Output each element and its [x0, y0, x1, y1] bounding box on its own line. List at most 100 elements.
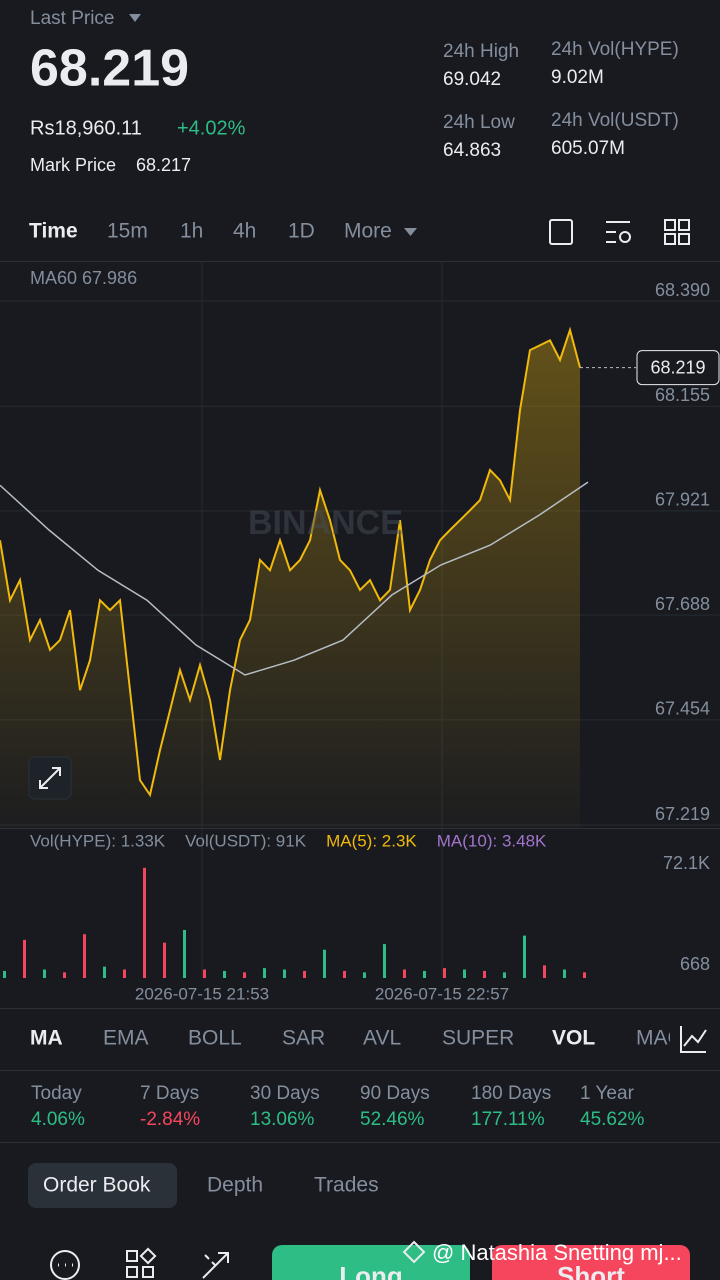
- volume-legend: Vol(USDT): 91K: [185, 831, 307, 850]
- volume-bar: [323, 949, 326, 978]
- period-label: Today: [31, 1083, 82, 1104]
- volume-bar: [103, 966, 106, 978]
- grid-icon-part: [126, 1250, 138, 1262]
- indicator-tab[interactable]: SAR: [282, 1027, 325, 1050]
- y-tick-label: 67.454: [655, 699, 710, 719]
- volume-bar: [143, 867, 146, 978]
- period-value: 52.46%: [360, 1109, 425, 1130]
- short-label: Short: [557, 1261, 625, 1280]
- interval-tab[interactable]: 15m: [107, 220, 148, 243]
- dropdown-icon[interactable]: [129, 14, 141, 22]
- stat-label: 24h Vol(USDT): [551, 110, 679, 131]
- volume-bar: [163, 942, 166, 978]
- period-label: 90 Days: [360, 1083, 430, 1104]
- price-chart: 68.390 68.155 67.921 67.688 67.454 67.219 2026…: [0, 262, 720, 1003]
- volume-bar: [203, 969, 206, 978]
- volume-bar: [563, 969, 566, 978]
- long-button[interactable]: [272, 1245, 470, 1280]
- tool-icon[interactable]: [664, 219, 676, 231]
- short-button[interactable]: [492, 1245, 690, 1280]
- indicator-tab[interactable]: BOLL: [188, 1027, 242, 1050]
- volume-bar: [403, 969, 406, 978]
- tool-icon-part: [619, 231, 631, 243]
- price-line: [0, 326, 581, 798]
- stat-label: 24h High: [443, 41, 519, 62]
- tool-icon[interactable]: [606, 221, 630, 243]
- y-tick-label: 668: [680, 954, 710, 974]
- volume-bar: [483, 970, 486, 978]
- expand-icon: [39, 767, 61, 789]
- bottom-tab[interactable]: Trades: [314, 1174, 379, 1197]
- indicator-tabs: MA EMA BOLL SAR AVL SUPER VOL MACD: [30, 1027, 698, 1050]
- mark-label: Mark Price: [30, 155, 116, 175]
- grid-button[interactable]: [126, 1247, 157, 1278]
- period-label: 1 Year: [580, 1083, 635, 1104]
- interval-tab[interactable]: Time: [29, 220, 78, 243]
- indicator-tab[interactable]: SUPER: [442, 1027, 514, 1050]
- indicator-tab[interactable]: MA: [30, 1027, 63, 1050]
- indicator-settings-icon[interactable]: [680, 1026, 707, 1053]
- period-label: 180 Days: [471, 1083, 551, 1104]
- volume-bar: [43, 969, 46, 978]
- volume-bar: [243, 972, 246, 978]
- divider: [0, 828, 720, 829]
- volume-bar: [283, 969, 286, 978]
- last-price-label[interactable]: Last Price: [30, 8, 114, 29]
- chart-tools: [549, 219, 690, 245]
- indicator-tab[interactable]: AVL: [363, 1027, 401, 1050]
- period-value: 45.62%: [580, 1109, 645, 1130]
- period-value: 4.06%: [31, 1109, 85, 1130]
- y-tick-label: 68.155: [655, 385, 710, 405]
- period-value: 177.11%: [471, 1109, 545, 1130]
- stat-value: 9.02M: [551, 67, 604, 88]
- grid-icon-part: [126, 1266, 138, 1278]
- watermark-logo: [402, 1240, 426, 1264]
- volume-bar: [223, 970, 226, 978]
- volume-bar: [523, 935, 526, 978]
- volume-bar: [23, 939, 26, 978]
- tool-icon[interactable]: [549, 219, 573, 245]
- period-label: 7 Days: [140, 1083, 199, 1104]
- stat-value: 64.863: [443, 140, 501, 161]
- stat-label: 24h Low: [443, 112, 515, 133]
- grid-icon-part: [139, 1247, 157, 1265]
- volume-legend: MA(10): 3.48K: [437, 831, 547, 850]
- trade-icon[interactable]: [202, 1252, 229, 1279]
- interval-tab[interactable]: 1h: [180, 220, 203, 243]
- performance: Today 4.06% 7 Days -2.84% 30 Days 13.06% 90 Da…: [31, 1083, 645, 1130]
- tool-icon-part: [678, 219, 690, 231]
- x-tick-label: 2026-07-15 22:57: [375, 984, 509, 1003]
- volume-legend: Vol(HYPE): 1.33K: [30, 831, 166, 850]
- long-label: Long: [339, 1261, 403, 1280]
- watermark: @ Natashia Snetting mj...: [432, 1240, 682, 1265]
- volume-bar: [183, 929, 186, 978]
- tool-icon-part: [678, 233, 690, 245]
- divider: [0, 1008, 720, 1009]
- change: +4.02%: [177, 117, 246, 139]
- interval-tab[interactable]: 1D: [288, 220, 315, 243]
- grid-icon-part: [142, 1266, 154, 1278]
- bottom-tab[interactable]: Depth: [207, 1174, 263, 1197]
- indicator-tab[interactable]: EMA: [103, 1027, 149, 1050]
- volume-bar: [83, 934, 86, 978]
- x-tick-label: 2026-07-15 21:53: [135, 984, 269, 1003]
- period-value: 13.06%: [250, 1109, 315, 1130]
- fiat-price: Rs18,960.11: [30, 117, 142, 139]
- indicator-tab[interactable]: VOL: [552, 1027, 595, 1050]
- volume-bar: [343, 970, 346, 978]
- y-tick-label: 68.390: [655, 280, 710, 300]
- volume-bar: [303, 970, 306, 978]
- volume-legend: MA(5): 2.3K: [326, 831, 417, 850]
- volume-bar: [583, 972, 586, 978]
- bottom-tab[interactable]: Order Book: [43, 1174, 151, 1197]
- interval-tab[interactable]: More: [344, 220, 392, 243]
- indicator-tab[interactable]: MACD: [636, 1027, 698, 1050]
- volume-chart: Vol(HYPE): 1.33K Vol(USDT): 91K MA(5): 2.3…: [3, 831, 710, 978]
- more-icon[interactable]: [404, 228, 417, 236]
- more-button[interactable]: [50, 1250, 80, 1280]
- stat-value: 69.042: [443, 69, 501, 90]
- y-tick-label: 67.921: [655, 490, 710, 510]
- divider: [0, 1070, 720, 1071]
- interval-tab[interactable]: 4h: [233, 220, 256, 243]
- ma-line: [0, 481, 589, 676]
